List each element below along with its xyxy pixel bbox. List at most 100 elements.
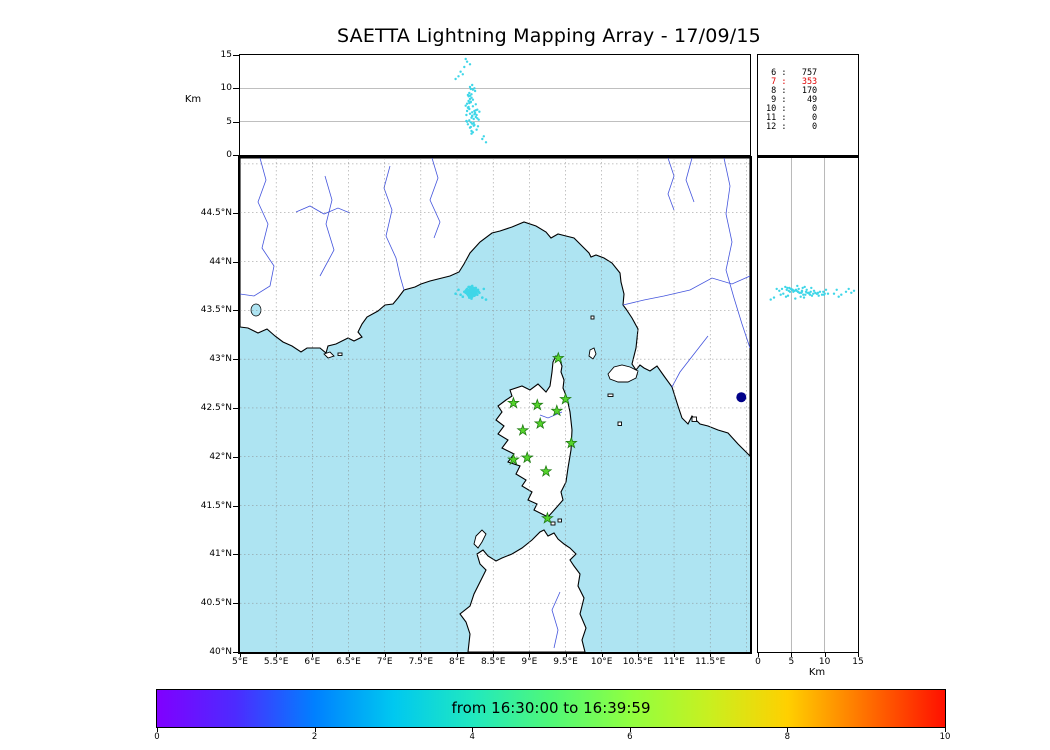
lake-marker <box>736 392 747 403</box>
alt-tick-label-right: 0 <box>755 657 761 667</box>
tick-mark <box>472 728 474 732</box>
lon-tick-label: 9.5°E <box>553 657 578 667</box>
lightning-source-dot <box>459 293 462 296</box>
station-count-row: 9 : 49 <box>766 95 818 105</box>
lightning-sources-right <box>769 284 856 301</box>
lightning-source-dot <box>476 293 479 296</box>
lon-tick-label: 10.5°E <box>622 657 653 667</box>
tick-mark <box>233 359 239 361</box>
asinara-island <box>473 529 487 549</box>
lightning-source-dot <box>822 290 825 293</box>
lightning-source-dot <box>820 293 824 296</box>
colorbar: from 16:30:00 to 16:39:59 <box>156 689 946 728</box>
lat-tick-label: 44°N <box>209 256 232 267</box>
lon-tick-label: 5.5°E <box>263 657 289 667</box>
lightning-source-dot <box>826 292 830 295</box>
lon-tick-label: 7.5°E <box>408 657 434 667</box>
lightning-source-dot <box>471 83 474 87</box>
lon-tick-label: 8.5°E <box>480 657 506 667</box>
lightning-source-dot <box>775 287 778 291</box>
tick-mark <box>787 728 789 732</box>
tick-mark <box>945 728 946 732</box>
lon-tick-label: 6°E <box>304 657 321 667</box>
lon-tick-label: 11.5°E <box>695 657 726 667</box>
lightning-source-dot <box>788 286 791 290</box>
tick-mark <box>233 88 239 90</box>
tick-mark <box>710 652 712 657</box>
tick-mark <box>157 728 158 732</box>
lightning-source-dot <box>468 287 472 291</box>
lat-tick-label: 44.5°N <box>200 207 232 218</box>
alt-tick-label-right: 5 <box>788 657 795 667</box>
lma-station-star <box>559 392 573 405</box>
lma-station-star <box>516 423 530 436</box>
lightning-source-dot <box>473 123 476 127</box>
alt-tick-label-right: 10 <box>818 657 831 667</box>
lightning-source-dot <box>788 290 792 293</box>
colorbar-tick-label: 2 <box>311 732 318 742</box>
lightning-source-dot <box>801 286 804 290</box>
lightning-source-dot <box>808 293 812 296</box>
lightning-source-dot <box>474 103 477 106</box>
lightning-source-dot <box>812 289 816 292</box>
tick-mark <box>457 652 459 657</box>
lightning-source-dot <box>470 286 474 290</box>
river <box>429 158 441 239</box>
lightning-source-dot <box>473 111 477 115</box>
lightning-source-dot <box>804 293 807 296</box>
lightning-source-dot <box>772 296 776 299</box>
lon-tick-label: 6.5°E <box>336 657 361 667</box>
lightning-source-dot <box>482 287 486 291</box>
lon-altitude-panel <box>239 54 751 158</box>
lma-station-star <box>530 398 544 411</box>
tick-mark <box>276 652 278 657</box>
lightning-source-dot <box>464 57 467 61</box>
lightning-source-dot <box>475 113 478 117</box>
tick-mark <box>420 652 422 657</box>
station-count-row: 10 : 0 <box>766 104 818 114</box>
lightning-source-dot <box>474 115 477 119</box>
lat-tick-label: 42°N <box>209 451 232 462</box>
tick-mark <box>384 652 386 657</box>
lightning-source-dot <box>472 117 475 121</box>
lightning-source-dot <box>470 116 473 119</box>
river <box>539 411 563 419</box>
lon-tick-label: 9°E <box>521 657 538 667</box>
lightning-source-dot <box>459 70 462 73</box>
lightning-source-dot <box>769 298 772 301</box>
lma-station-star <box>551 351 565 364</box>
lightning-source-dot <box>465 102 469 105</box>
lightning-source-dot <box>790 288 794 291</box>
caprera-island <box>557 518 562 523</box>
lightning-source-dot <box>832 292 836 295</box>
lightning-source-dot <box>484 298 488 301</box>
lightning-source-dot <box>470 129 473 133</box>
elba-island <box>607 364 639 383</box>
lightning-source-dot <box>473 294 476 297</box>
lightning-source-dot <box>847 287 850 291</box>
lightning-source-dot <box>799 295 802 298</box>
map-gridlines <box>240 158 750 652</box>
lightning-source-dot <box>461 73 464 76</box>
river <box>723 158 750 349</box>
colorbar-gradient <box>157 690 945 727</box>
tick-mark <box>493 652 495 657</box>
lightning-source-dot <box>464 104 467 107</box>
lon-altitude-plot <box>240 57 750 144</box>
lat-tick-label: 41.5°N <box>200 500 232 511</box>
lma-station-star <box>506 396 520 409</box>
lightning-source-dot <box>471 105 475 108</box>
tick-mark <box>791 653 793 657</box>
lat-tick-label: 40.5°N <box>200 598 232 609</box>
lightning-source-dot <box>465 60 469 63</box>
lma-stations <box>506 351 578 524</box>
alt-latitude-plot <box>769 158 856 652</box>
tick-mark <box>233 310 239 312</box>
lightning-source-dot <box>476 288 480 292</box>
colorbar-tick-label: 0 <box>154 732 160 742</box>
lightning-source-dot <box>794 288 798 291</box>
lightning-source-dot <box>852 289 856 292</box>
lightning-source-dot <box>465 119 468 123</box>
lightning-source-dot <box>468 91 471 95</box>
